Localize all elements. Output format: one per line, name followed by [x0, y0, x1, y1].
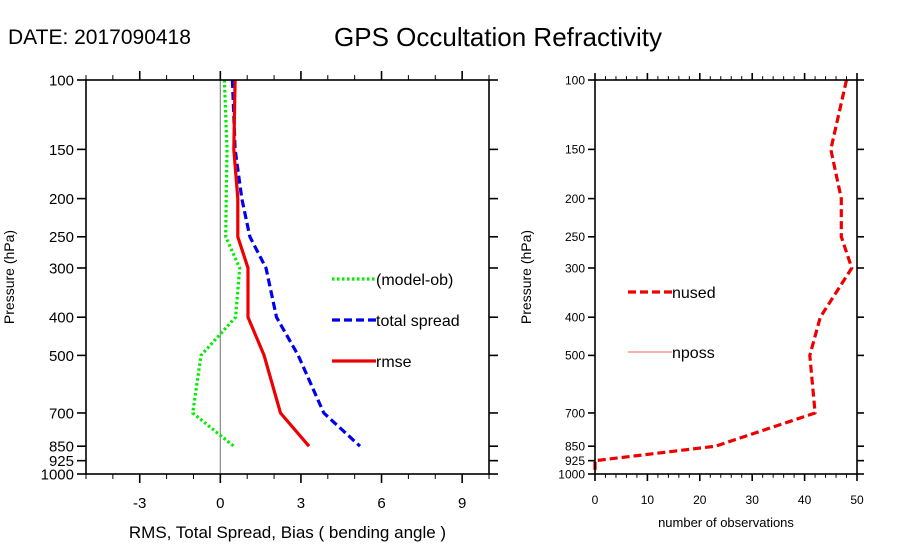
y-tick-label: 100 — [565, 73, 585, 87]
x-tick-label: 40 — [798, 493, 812, 507]
x-tick-label: 20 — [693, 493, 707, 507]
legend: (model-ob) total spread rmse — [332, 272, 460, 371]
legend-label: total spread — [376, 313, 460, 330]
y-tick-label: 250 — [565, 230, 585, 244]
series-line-nused — [593, 79, 854, 474]
y-axis-label: Pressure (hPa) — [1, 230, 17, 324]
y-tick-label: 150 — [49, 142, 74, 159]
y-tick-label: 100 — [49, 72, 74, 89]
y-tick-label: 1000 — [558, 467, 585, 481]
y-tick-label: 1000 — [41, 466, 74, 483]
x-tick-label: 30 — [746, 493, 760, 507]
legend: nused nposs — [628, 285, 716, 362]
figure-title: GPS Occultation Refractivity — [334, 22, 662, 52]
x-tick-label: 9 — [458, 495, 466, 512]
legend-label: nused — [672, 285, 716, 302]
y-tick-label: 500 — [565, 349, 585, 363]
y-tick-label: 850 — [49, 439, 74, 456]
x-tick-label: 0 — [216, 495, 224, 512]
series-line-model-ob — [191, 79, 242, 448]
x-tick-label: 3 — [297, 495, 305, 512]
y-tick-label: 925 — [49, 453, 74, 470]
x-tick-label: 50 — [850, 493, 864, 507]
y-tick-label: 200 — [49, 191, 74, 208]
x-axis-label: RMS, Total Spread, Bias ( bending angle … — [129, 523, 446, 542]
y-tick-label: 850 — [565, 440, 585, 454]
plot-frame — [85, 79, 490, 475]
legend-label: rmse — [376, 354, 412, 371]
x-tick-label: 10 — [641, 493, 655, 507]
legend-label: nposs — [672, 345, 715, 362]
y-tick-label: 300 — [565, 261, 585, 275]
x-axis-label: number of observations — [658, 515, 794, 530]
legend-label: (model-ob) — [376, 272, 453, 289]
y-tick-label: 300 — [49, 260, 74, 277]
plot-frame — [594, 79, 858, 475]
y-tick-label: 500 — [49, 348, 74, 365]
x-tick-label: -3 — [133, 495, 146, 512]
y-tick-label: 925 — [565, 454, 585, 468]
series-line-rmse — [232, 79, 311, 448]
y-tick-label: 700 — [565, 406, 585, 420]
y-tick-label: 400 — [49, 310, 74, 327]
y-axis-label: Pressure (hPa) — [518, 230, 534, 324]
x-tick-label: 6 — [377, 495, 385, 512]
date-label: DATE: 2017090418 — [8, 26, 191, 49]
series-line-total-spread — [230, 79, 362, 448]
y-tick-label: 200 — [565, 192, 585, 206]
y-tick-label: 400 — [565, 311, 585, 325]
y-tick-label: 250 — [49, 229, 74, 246]
y-tick-label: 700 — [49, 405, 74, 422]
y-tick-label: 150 — [565, 143, 585, 157]
x-tick-label: 0 — [592, 493, 599, 507]
